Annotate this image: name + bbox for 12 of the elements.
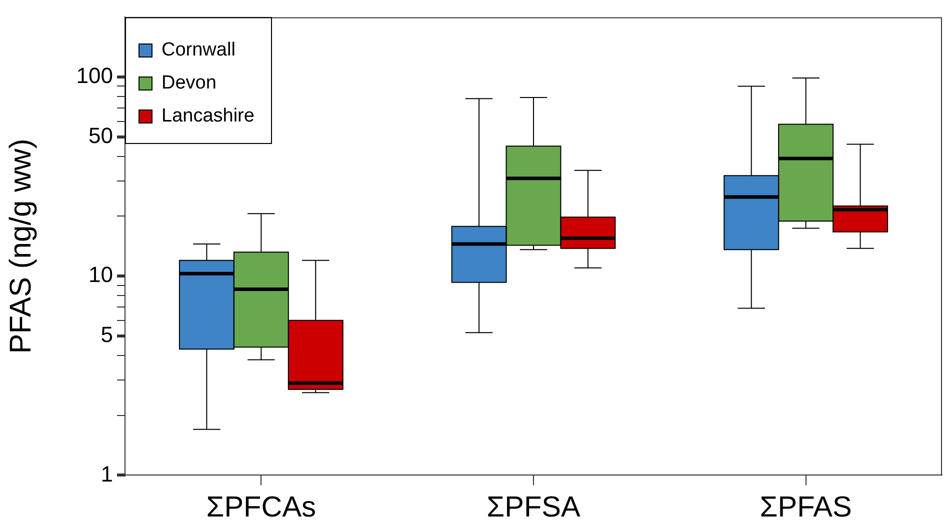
y-tick-label: 1 [100,461,113,486]
legend-label: Lancashire [162,106,254,127]
legend-label: Cornwall [162,40,236,61]
x-tick-label: ΣPFCAs [206,492,316,524]
y-axis-title: PFAS (ng/g ww) [4,138,38,354]
legend-label: Devon [162,72,216,94]
x-tick-label: ΣPFSA [486,492,581,524]
y-tick-label: 50 [88,123,113,148]
y-tick-label: 5 [100,322,113,348]
y-tick-label: 10 [88,262,113,288]
x-tick-label: ΣPFAS [760,492,852,524]
y-tick-label: 100 [76,63,113,88]
